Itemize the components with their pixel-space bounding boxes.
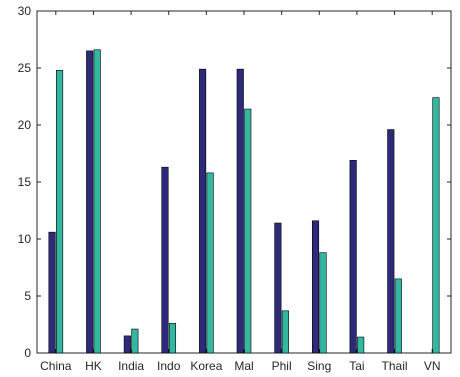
x-tick-label: VN <box>424 359 441 373</box>
bar-series-1-sing <box>311 220 320 354</box>
y-tick-label: 0 <box>24 346 31 360</box>
bar-series-2-phil <box>281 310 289 354</box>
x-tick-label: Tai <box>349 359 364 373</box>
bar-series-2-vn <box>432 97 440 354</box>
y-tick-label: 20 <box>18 118 32 132</box>
bar-series-1-tai <box>349 160 357 354</box>
bar-series-2-korea <box>206 172 214 354</box>
bar-series-2-tai <box>357 336 365 354</box>
x-tick-label: India <box>118 359 144 373</box>
y-tick-label: 5 <box>24 289 31 303</box>
y-tick-label: 15 <box>18 175 32 189</box>
bar-series-2-mal <box>244 108 252 354</box>
x-tick-label: Thail <box>382 359 408 373</box>
x-tick-label: Mal <box>234 359 253 373</box>
bar-series-1-hk <box>86 50 94 354</box>
bar-series-2-china <box>56 69 64 354</box>
plot-area <box>36 10 452 354</box>
bar-series-2-thail <box>394 278 402 354</box>
bar-series-2-indo <box>168 323 177 354</box>
bar-series-2-sing <box>319 252 327 354</box>
x-tick-label: China <box>40 359 72 373</box>
y-tick-label: 25 <box>18 61 32 75</box>
bar-series-1-china <box>48 231 56 354</box>
x-tick-label: Phil <box>272 359 292 373</box>
bar-series-2-india <box>131 328 139 354</box>
x-tick-label: Indo <box>157 359 181 373</box>
bar-series-2-hk <box>93 49 101 354</box>
y-tick-label: 30 <box>18 4 32 18</box>
bar-series-1-indo <box>161 166 169 354</box>
x-tick-label: Korea <box>190 359 222 373</box>
x-axis: China HK India Indo Korea Mal Phil Sing Tai Thail… <box>40 11 441 373</box>
bar-series-1-thail <box>387 129 395 354</box>
y-axis: 0 5 10 15 20 25 30 <box>18 4 451 360</box>
bar-series-1-india <box>123 335 131 354</box>
y-tick-label: 10 <box>18 232 32 246</box>
x-tick-label: HK <box>85 359 102 373</box>
bar-series-1-korea <box>199 68 207 354</box>
bar-series-1-phil <box>274 222 282 354</box>
bar-series-1-mal <box>236 68 244 354</box>
x-tick-label: Sing <box>307 359 331 373</box>
bars <box>48 49 440 354</box>
